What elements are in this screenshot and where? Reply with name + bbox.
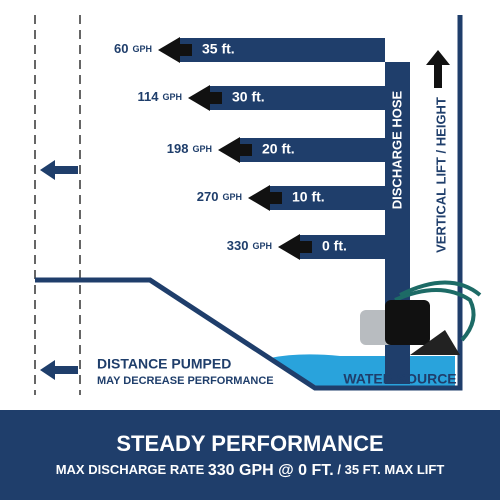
left-arrow (40, 160, 78, 180)
water-label: WATER SOURCE (343, 371, 456, 387)
level-bar (210, 86, 385, 110)
footer-text: 330 GPH @ 0 FT. (208, 462, 334, 479)
level-arrow (248, 185, 270, 211)
level-height: 30 ft. (232, 89, 265, 105)
lift-label: VERTICAL LIFT / HEIGHT (433, 97, 448, 253)
rate-unit: GPH (192, 144, 212, 154)
rate-value: 330 (227, 238, 249, 253)
rate-unit: GPH (132, 44, 152, 54)
level-rate: 270 GPH (197, 189, 242, 204)
level-arrow (278, 234, 300, 260)
level-arrow-stem (180, 44, 192, 56)
level-arrow (188, 85, 210, 111)
rate-unit: GPH (222, 192, 242, 202)
level-rate: 198 GPH (167, 141, 212, 156)
level-arrow-stem (300, 241, 312, 253)
distance-note: DISTANCE PUMPED (97, 356, 231, 372)
level-rate: 330 GPH (227, 238, 272, 253)
level-arrow (158, 37, 180, 63)
level-arrow-stem (270, 192, 282, 204)
level-height: 35 ft. (202, 41, 235, 57)
up-arrow (426, 50, 450, 88)
rate-value: 270 (197, 189, 219, 204)
level-arrow-stem (240, 144, 252, 156)
level-bar (300, 235, 385, 259)
level-arrow-stem (210, 92, 222, 104)
level-bar (270, 186, 385, 210)
rate-unit: GPH (252, 241, 272, 251)
tank-outline (35, 15, 463, 391)
left-arrow (40, 360, 78, 380)
rate-unit: GPH (162, 92, 182, 102)
level-rate: 60 GPH (114, 41, 152, 56)
hose-label: DISCHARGE HOSE (389, 90, 404, 209)
footer-subtitle: MAX DISCHARGE RATE 330 GPH @ 0 FT. / 35 … (56, 462, 445, 479)
rate-value: 60 (114, 41, 128, 56)
level-height: 20 ft. (262, 141, 295, 157)
level-arrow (218, 137, 240, 163)
level-bar (240, 138, 385, 162)
level-height: 10 ft. (292, 189, 325, 205)
footer-title: STEADY PERFORMANCE (116, 431, 383, 456)
rate-value: 114 (138, 89, 160, 104)
level-rate: 114 GPH (138, 89, 183, 104)
footer (0, 410, 500, 500)
level-bar (180, 38, 385, 62)
pump (360, 280, 482, 355)
rate-value: 198 (167, 141, 189, 156)
level-height: 0 ft. (322, 238, 347, 254)
distance-note: MAY DECREASE PERFORMANCE (97, 375, 274, 387)
footer-text: MAX DISCHARGE RATE (56, 462, 205, 477)
footer-text: / 35 FT. MAX LIFT (337, 462, 444, 477)
